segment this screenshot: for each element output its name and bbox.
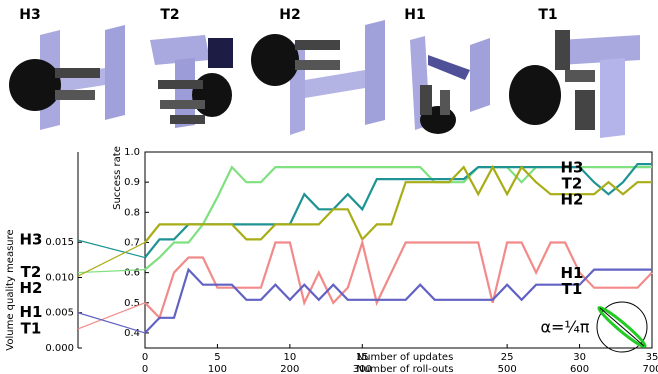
x-axis-title: Number of updates bbox=[357, 352, 454, 363]
x-tick-label: 0 bbox=[142, 352, 148, 363]
x2-tick-label: 100 bbox=[208, 364, 227, 374]
legend-label: H1 bbox=[561, 264, 584, 282]
y-tick-label: 0.6 bbox=[124, 268, 140, 279]
volume-label: H1 bbox=[20, 303, 43, 321]
image-label: T2 bbox=[160, 7, 179, 23]
volume-tick-label: 0.015 bbox=[45, 237, 74, 248]
x-tick-label: 15 bbox=[356, 352, 369, 363]
legend-label: H2 bbox=[561, 191, 584, 209]
x2-tick-label: 700 bbox=[642, 364, 658, 374]
volume-label: H3 bbox=[20, 231, 43, 249]
y-tick-label: 1.0 bbox=[124, 147, 140, 158]
x-tick-label: 10 bbox=[283, 352, 296, 363]
y-tick-label: 0.9 bbox=[124, 177, 140, 188]
volume-tick-label: 0.010 bbox=[45, 272, 74, 283]
y-axis-title: Success rate bbox=[112, 146, 123, 210]
image-label: H1 bbox=[404, 7, 425, 23]
x2-tick-label: 300 bbox=[353, 364, 372, 374]
volume-tick-label: 0.005 bbox=[45, 308, 74, 319]
volume-tick-label: 0.000 bbox=[45, 343, 74, 354]
x-tick-label: 25 bbox=[501, 352, 514, 363]
x2-tick-label: 500 bbox=[498, 364, 517, 374]
angle-icon bbox=[596, 302, 647, 352]
figure: Success rate Volume quality measure Numb… bbox=[0, 0, 658, 374]
volume-label: T1 bbox=[21, 319, 42, 337]
volume-axis-title: Volume quality measure bbox=[5, 229, 16, 350]
annotation: α=¼π bbox=[540, 318, 589, 337]
x-tick-label: 35 bbox=[646, 352, 658, 363]
volume-label: H2 bbox=[20, 279, 43, 297]
x2-tick-label: 200 bbox=[280, 364, 299, 374]
y-tick-label: 0.8 bbox=[124, 207, 140, 218]
x-tick-label: 30 bbox=[573, 352, 586, 363]
image-label: T1 bbox=[538, 7, 557, 23]
legend-label: T1 bbox=[562, 280, 583, 298]
y-tick-label: 0.5 bbox=[124, 298, 140, 309]
image-label: H3 bbox=[19, 7, 40, 23]
x-tick-label: 5 bbox=[214, 352, 220, 363]
robot-renderings bbox=[9, 20, 640, 138]
legend-label: H3 bbox=[561, 159, 584, 177]
x2-tick-label: 600 bbox=[570, 364, 589, 374]
image-label: H2 bbox=[279, 7, 300, 23]
x2-tick-label: 0 bbox=[142, 364, 148, 374]
